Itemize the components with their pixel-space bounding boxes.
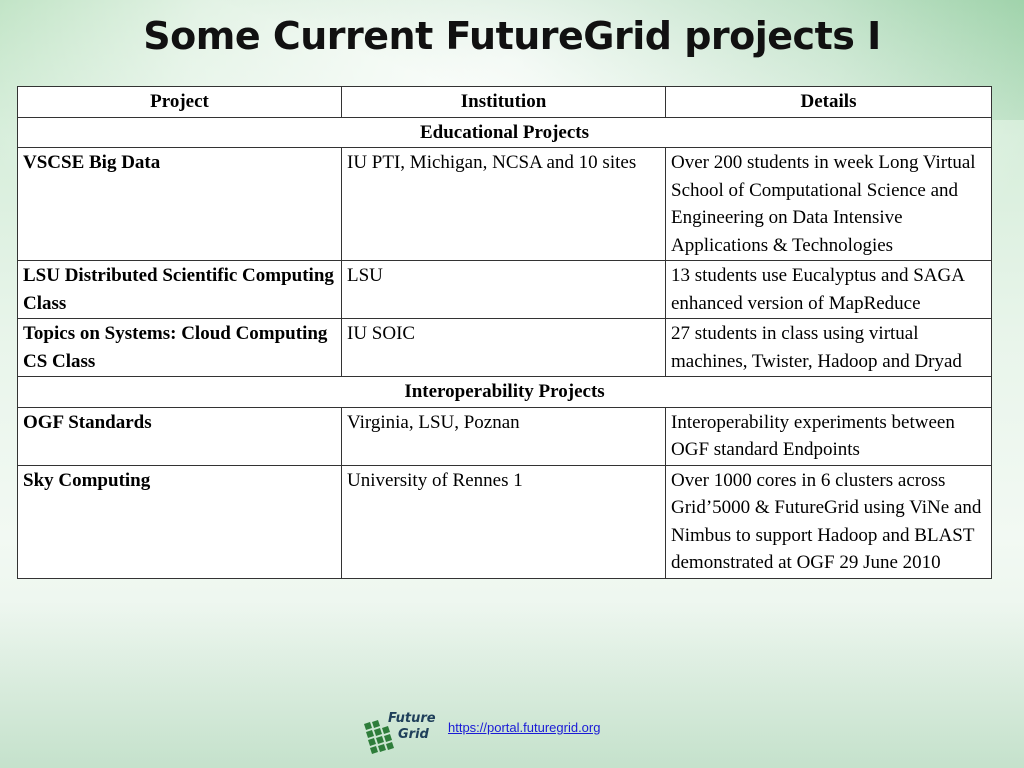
institution-cell: University of Rennes 1: [341, 464, 666, 579]
header-details: Details: [665, 86, 992, 118]
slide-title: Some Current FutureGrid projects I: [143, 14, 881, 58]
details-cell: Over 1000 cores in 6 clusters across Gri…: [665, 464, 992, 579]
logo-text-grid: Grid: [398, 727, 430, 742]
table-row: Topics on Systems: Cloud Computing CS Cl…: [17, 318, 992, 377]
futuregrid-logo-icon: Future Grid: [364, 711, 436, 754]
section-row-educational: Educational Projects: [17, 116, 992, 148]
details-cell: Interoperability experiments between OGF…: [665, 406, 992, 466]
table-header-row: Project Institution Details: [17, 86, 992, 118]
project-cell: VSCSE Big Data: [17, 147, 342, 261]
details-cell: 27 students in class using virtual machi…: [665, 318, 992, 377]
section-row-interoperability: Interoperability Projects: [17, 376, 992, 408]
details-cell: Over 200 students in week Long Virtual S…: [665, 147, 992, 261]
institution-cell: LSU: [341, 260, 666, 319]
section-label: Educational Projects: [17, 116, 992, 148]
table-row: LSU Distributed Scientific Computing Cla…: [17, 260, 992, 319]
portal-link[interactable]: https://portal.futuregrid.org: [448, 720, 601, 735]
project-cell: Sky Computing: [17, 464, 342, 579]
logo-text-future: Future: [388, 711, 436, 726]
project-cell: Topics on Systems: Cloud Computing CS Cl…: [17, 318, 342, 377]
table-row: VSCSE Big Data IU PTI, Michigan, NCSA an…: [17, 147, 992, 261]
logo-grid-mark: [364, 720, 394, 754]
details-cell: 13 students use Eucalyptus and SAGA enha…: [665, 260, 992, 319]
table-row: OGF Standards Virginia, LSU, Poznan Inte…: [17, 406, 992, 466]
table-row: Sky Computing University of Rennes 1 Ove…: [17, 464, 992, 579]
section-label: Interoperability Projects: [17, 376, 992, 408]
project-cell: LSU Distributed Scientific Computing Cla…: [17, 260, 342, 319]
institution-cell: IU PTI, Michigan, NCSA and 10 sites: [341, 147, 666, 261]
institution-cell: Virginia, LSU, Poznan: [341, 406, 666, 466]
background-streak-bottom: [0, 560, 1024, 768]
projects-table: Project Institution Details Educational …: [17, 86, 992, 579]
project-cell: OGF Standards: [17, 406, 342, 466]
header-project: Project: [17, 86, 342, 118]
header-institution: Institution: [341, 86, 666, 118]
institution-cell: IU SOIC: [341, 318, 666, 377]
